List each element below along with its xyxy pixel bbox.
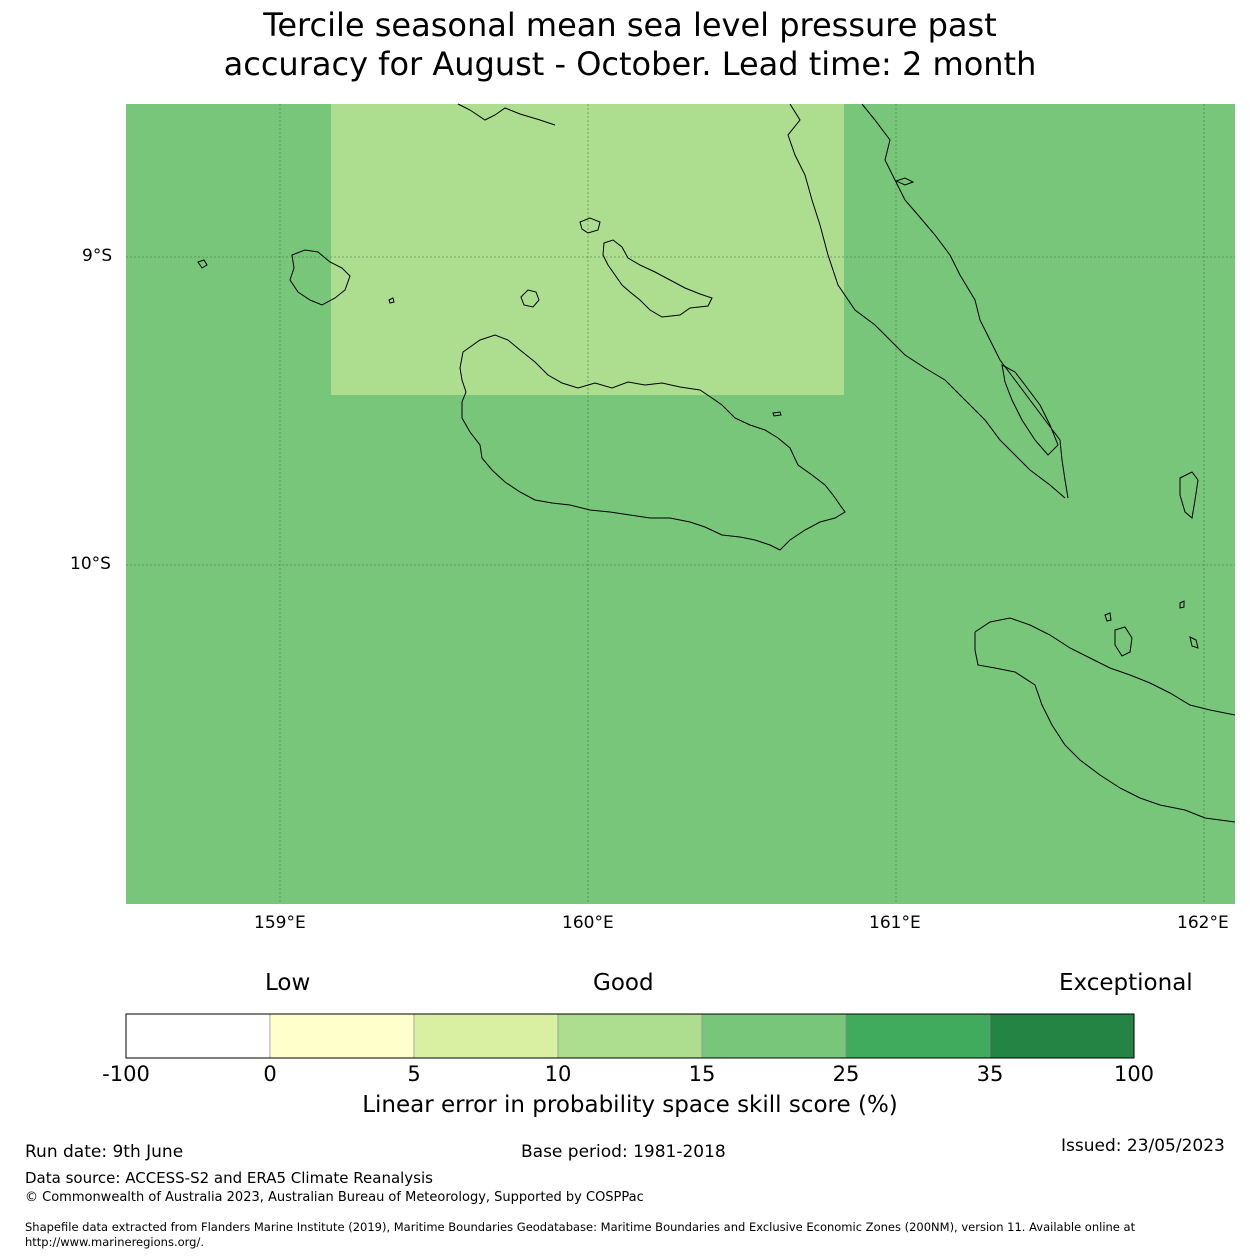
coastline-islet-c	[772, 411, 782, 417]
coastlines	[197, 103, 1236, 823]
shapefile-credit-line-1: Shapefile data extracted from Flanders M…	[25, 1220, 1136, 1234]
colorbar-tick: -100	[102, 1062, 150, 1086]
lat-label-9s: 9°S	[82, 246, 113, 266]
coastline-islet-e	[1114, 626, 1133, 657]
lat-label-10s: 10°S	[70, 554, 111, 574]
title-line-2: accuracy for August - October. Lead time…	[223, 45, 1037, 83]
coastline-islet-west	[197, 259, 208, 269]
coastline-islet-f	[1104, 612, 1112, 622]
colorbar-swatch	[989, 1013, 1135, 1059]
colorbar-tick: 5	[407, 1062, 421, 1086]
coastline-small-island-a	[579, 217, 601, 234]
issued-date: Issued: 23/05/2023	[1061, 1136, 1225, 1156]
shapefile-credit-line-2: http://www.marineregions.org/.	[25, 1235, 204, 1249]
coastline-islet-g	[1179, 600, 1185, 609]
coastline-islet-b	[388, 297, 395, 304]
colorbar-frame	[125, 1013, 1135, 1059]
copyright: © Commonwealth of Australia 2023, Austra…	[25, 1190, 644, 1205]
colorbar-tick: 35	[976, 1062, 1004, 1086]
coastline-santa-isabel	[457, 103, 1069, 499]
colorbar-tick: 25	[832, 1062, 860, 1086]
data-source: Data source: ACCESS-S2 and ERA5 Climate …	[25, 1169, 433, 1187]
colorbar-tick: 15	[688, 1062, 716, 1086]
coastline-russell-islands	[289, 249, 351, 306]
coastline-islet-d	[894, 177, 915, 186]
colorbar-label: Linear error in probability space skill …	[362, 1092, 898, 1118]
chart-title: Tercile seasonal mean sea level pressure…	[0, 6, 1260, 84]
title-line-1: Tercile seasonal mean sea level pressure…	[263, 6, 997, 44]
coastline-san-cristobal	[974, 617, 1236, 823]
coastline-islet-h	[1189, 636, 1199, 649]
map-gridlines	[126, 104, 1235, 904]
colorbar-swatch	[701, 1013, 847, 1059]
lon-label-162e: 162°E	[1177, 913, 1229, 933]
colorbar-swatch	[125, 1013, 271, 1059]
colorbar	[125, 1013, 1135, 1059]
colorbar-heading-low: Low	[265, 970, 311, 996]
lon-label-160e: 160°E	[562, 913, 614, 933]
map-highlight-cell	[331, 104, 844, 395]
coastline-nggela	[602, 239, 713, 318]
colorbar-heading-good: Good	[593, 970, 654, 996]
lon-label-161e: 161°E	[869, 913, 921, 933]
colorbar-heading-exceptional: Exceptional	[1059, 970, 1193, 996]
colorbar-tick: 0	[263, 1062, 277, 1086]
lon-label-159e: 159°E	[254, 913, 306, 933]
colorbar-swatch	[413, 1013, 559, 1059]
colorbar-tick: 10	[544, 1062, 572, 1086]
coastline-guadalcanal	[459, 334, 846, 551]
coastline-inner-lagoon	[1001, 364, 1059, 456]
coastline-islet-east	[1179, 471, 1199, 519]
colorbar-swatch	[269, 1013, 415, 1059]
coastline-savo	[520, 289, 540, 308]
colorbar-swatch	[845, 1013, 991, 1059]
base-period: Base period: 1981-2018	[521, 1142, 726, 1162]
colorbar-swatch	[557, 1013, 703, 1059]
run-date: Run date: 9th June	[25, 1142, 184, 1162]
colorbar-tick: 100	[1113, 1062, 1155, 1086]
